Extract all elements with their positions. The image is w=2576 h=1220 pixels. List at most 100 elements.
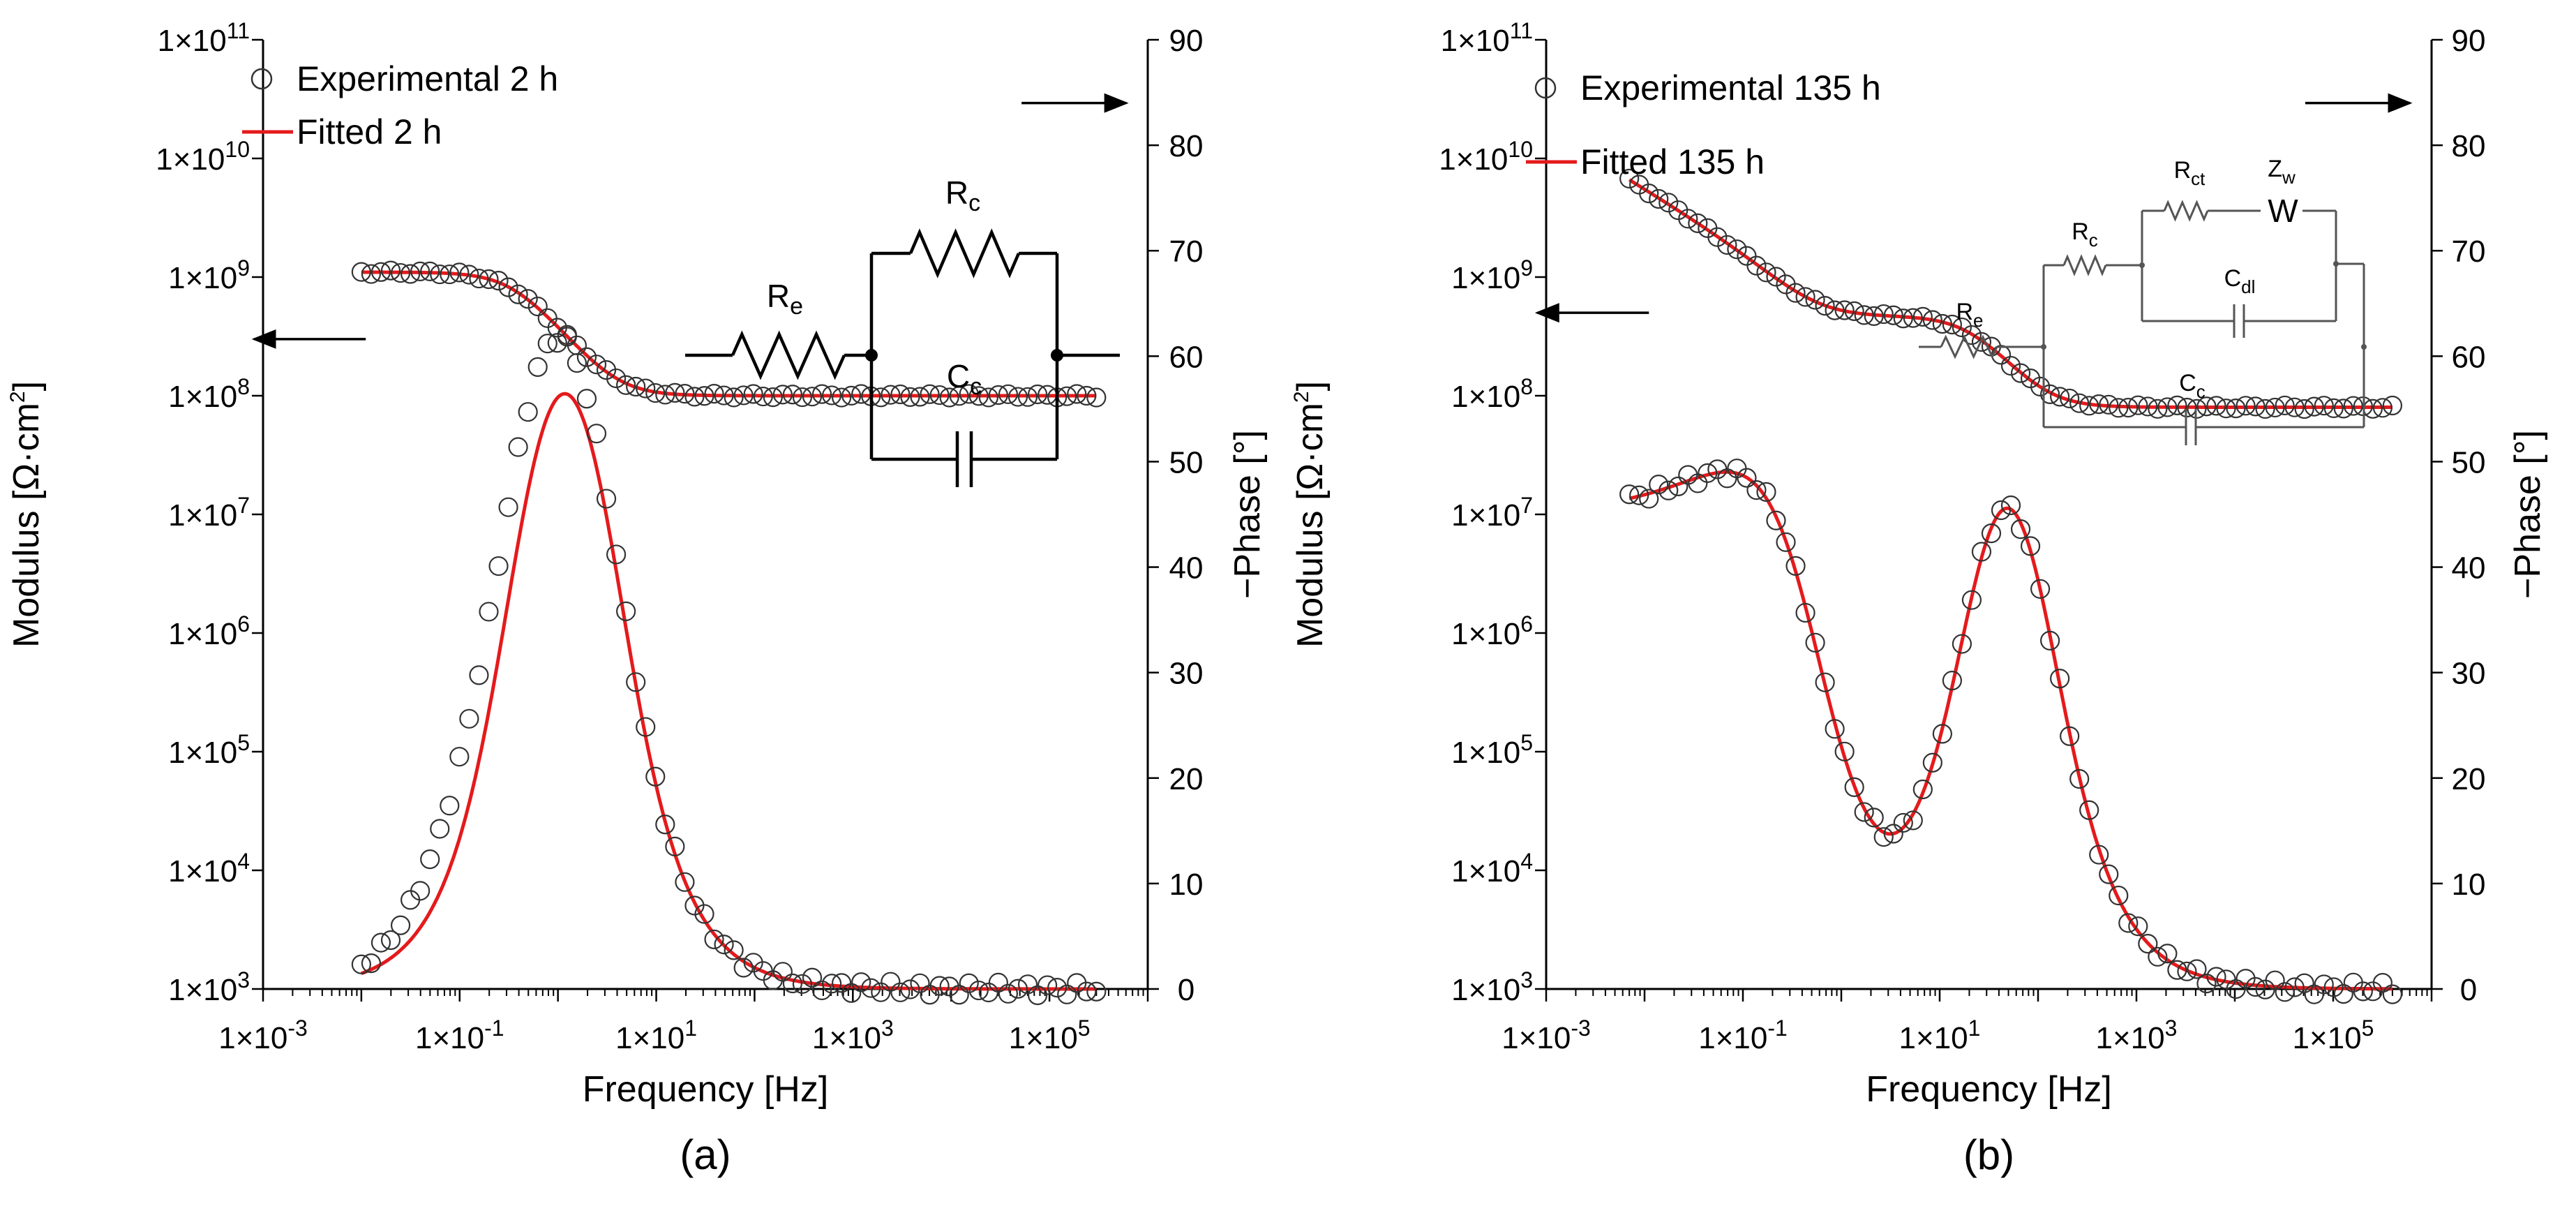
data-point-phase <box>1629 485 1649 505</box>
data-point-phase <box>900 979 920 999</box>
y-tick-label: 1×1010 <box>156 137 250 177</box>
data-point-phase <box>2050 669 2070 689</box>
data-point-phase <box>440 796 460 816</box>
data-point-phase <box>1952 634 1972 654</box>
data-point-modulus <box>821 385 842 406</box>
data-point-phase <box>2148 946 2168 967</box>
data-point-modulus <box>733 385 754 406</box>
data-point-modulus <box>881 385 901 405</box>
data-point-phase <box>1658 480 1679 500</box>
data-point-modulus <box>576 347 597 367</box>
data-point-modulus <box>430 264 450 285</box>
data-point-modulus <box>694 386 714 406</box>
data-point-phase <box>1815 672 1835 692</box>
data-point-modulus <box>1932 313 1952 334</box>
data-point-phase <box>1991 500 2012 521</box>
x-axis-label: Frequency [Hz] <box>583 1069 829 1110</box>
data-point-phase <box>792 974 813 994</box>
data-point-modulus <box>400 264 421 284</box>
data-point-modulus <box>626 376 646 397</box>
data-point-modulus <box>1864 306 1884 326</box>
data-point-phase <box>1795 602 1815 623</box>
data-point-modulus <box>2323 398 2344 419</box>
data-point-phase <box>636 717 656 737</box>
data-point-modulus <box>900 387 920 407</box>
data-point-phase <box>2187 959 2207 979</box>
data-point-modulus <box>2226 399 2246 419</box>
data-point-modulus <box>1785 283 1806 303</box>
data-point-phase <box>626 672 646 692</box>
data-point-phase <box>2109 885 2129 906</box>
y2-axis-label: −Phase [°] <box>1227 430 1268 599</box>
data-point-phase <box>694 904 714 924</box>
data-point-phase <box>861 978 881 998</box>
data-point-modulus <box>2265 397 2285 418</box>
data-point-modulus <box>2216 399 2236 419</box>
data-point-phase <box>586 424 607 444</box>
data-point-phase <box>851 972 871 992</box>
data-point-modulus <box>1971 332 1992 352</box>
data-point-phase <box>498 497 518 517</box>
data-point-phase <box>380 930 401 951</box>
data-point-phase <box>2060 726 2080 746</box>
data-point-modulus <box>782 385 803 405</box>
data-point-phase <box>1017 974 1038 995</box>
data-point-modulus <box>606 368 627 389</box>
data-point-phase <box>1737 468 1757 488</box>
data-point-phase <box>2265 970 2285 990</box>
data-point-modulus <box>508 284 528 304</box>
data-point-phase <box>1825 719 1845 739</box>
data-point-modulus <box>1717 235 1737 255</box>
data-point-modulus <box>684 387 705 407</box>
data-point-modulus <box>2148 399 2168 419</box>
data-point-phase <box>2128 916 2148 937</box>
data-point-modulus <box>1903 308 1923 328</box>
chart-panel-b: 1×10-3 1×10-1 1×101 1×103 1×105 1×103 1×104 1×1… <box>1290 18 2548 1178</box>
y2-tick-label: 20 <box>2452 762 2486 796</box>
data-point-modulus <box>380 260 401 281</box>
data-point-phase <box>2284 977 2305 997</box>
data-point-modulus <box>1825 300 1845 320</box>
data-point-phase <box>2099 864 2119 884</box>
y2-tick-label: 90 <box>2452 24 2486 58</box>
data-point-phase <box>606 544 627 565</box>
data-point-modulus <box>2284 397 2305 417</box>
data-point-phase <box>488 556 509 576</box>
data-point-modulus <box>1746 255 1767 276</box>
data-point-modulus <box>949 386 969 406</box>
data-point-modulus <box>479 269 499 290</box>
y2-tick-label: 10 <box>1169 868 1204 902</box>
data-point-modulus <box>978 387 998 408</box>
data-point-modulus <box>665 382 685 403</box>
data-point-modulus <box>636 378 656 399</box>
data-point-phase <box>616 601 636 621</box>
data-point-modulus <box>841 385 862 406</box>
circuit-label: Re <box>767 278 803 320</box>
data-point-phase <box>1912 779 1933 800</box>
panel-label: (b) <box>1963 1131 2014 1178</box>
fit-line-phase <box>1628 470 2392 991</box>
data-point-modulus <box>2245 396 2266 417</box>
data-point-phase <box>1873 827 1894 847</box>
x-tick-label: 1×105 <box>1009 1016 1091 1055</box>
x-tick-label: 1×103 <box>812 1016 894 1055</box>
data-point-phase <box>1834 741 1855 761</box>
data-point-modulus <box>1922 310 1942 330</box>
data-point-modulus <box>518 289 538 309</box>
data-point-phase <box>1038 975 1058 995</box>
circuit-label: Rc <box>2072 218 2098 251</box>
data-point-phase <box>988 972 1008 993</box>
data-point-modulus <box>2030 376 2051 396</box>
data-point-phase <box>370 932 391 953</box>
data-point-modulus <box>704 384 724 404</box>
legend-label: Fitted 135 h <box>1580 142 1765 181</box>
data-point-modulus <box>370 262 391 282</box>
data-point-phase <box>959 973 979 993</box>
data-point-phase <box>2372 973 2392 993</box>
data-point-phase <box>420 849 440 870</box>
resistor-symbol <box>908 228 1021 278</box>
data-point-phase <box>1619 484 1640 505</box>
data-point-modulus <box>743 384 763 404</box>
fit-line-phase <box>361 392 1097 991</box>
